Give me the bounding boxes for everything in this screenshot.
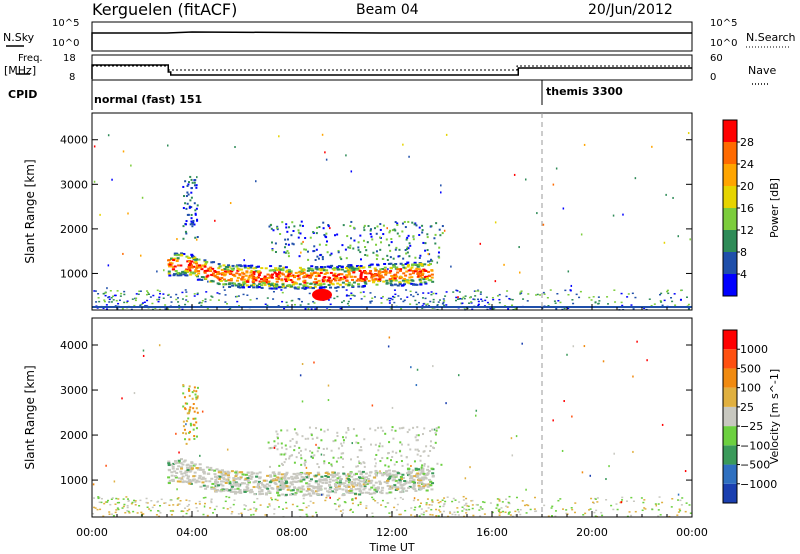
colorbar-segment bbox=[723, 368, 737, 388]
frequency-trace bbox=[91, 64, 692, 79]
x-tick-label: 16:00 bbox=[476, 526, 508, 539]
nsearch-label: N.Search bbox=[746, 31, 796, 44]
colorbar-segment bbox=[723, 120, 737, 142]
x-tick-label: 04:00 bbox=[176, 526, 208, 539]
colorbar-tick-label: 25 bbox=[740, 401, 754, 414]
colorbar-tick-label: 4 bbox=[740, 268, 747, 281]
cpid-mode-1: normal (fast) 151 bbox=[94, 93, 203, 106]
colorbar-segment bbox=[723, 426, 737, 446]
y-axis-label: Slant Range [km] bbox=[23, 365, 37, 469]
station-title: Kerguelen (fitACF) bbox=[92, 0, 238, 19]
colorbar-segment bbox=[723, 349, 737, 369]
cpid-mode-2: themis 3300 bbox=[546, 85, 623, 98]
nsky-tick-bottom: 10^0 bbox=[52, 38, 80, 49]
y-tick-label: 2000 bbox=[60, 223, 88, 236]
nsky-trace bbox=[91, 31, 692, 50]
colorbar-tick-label: 28 bbox=[740, 136, 754, 149]
colorbar-segment bbox=[723, 445, 737, 465]
nave-label: Nave bbox=[748, 64, 777, 77]
beam-title: Beam 04 bbox=[356, 2, 419, 18]
x-tick-label: 00:00 bbox=[76, 526, 108, 539]
freq-tick-bottom: 8 bbox=[69, 72, 76, 83]
colorbar-tick-label: −25 bbox=[740, 420, 763, 433]
nsky-panel-frame bbox=[91, 21, 693, 52]
colorbar-tick-label: −1000 bbox=[740, 478, 777, 491]
colorbar-segment bbox=[723, 230, 737, 252]
colorbar-segment bbox=[723, 330, 737, 350]
colorbar-segment bbox=[723, 406, 737, 427]
y-tick-label: 3000 bbox=[60, 178, 88, 191]
colorbar-tick-label: 500 bbox=[740, 362, 761, 375]
x-tick-label: 00:00 bbox=[676, 526, 708, 539]
y-tick-label: 4000 bbox=[60, 134, 88, 147]
y-axis-label: Slant Range [km] bbox=[23, 159, 37, 263]
colorbar-tick-label: 24 bbox=[740, 158, 754, 171]
colorbar-label: Velocity [m s^-1] bbox=[768, 369, 781, 464]
y-tick-label: 2000 bbox=[60, 429, 88, 442]
colorbar-tick-label: 16 bbox=[740, 202, 754, 215]
colorbar-segment bbox=[723, 483, 737, 503]
colorbar-segment bbox=[723, 186, 737, 208]
y-tick-label: 4000 bbox=[60, 339, 88, 352]
freq-label-1: Freq. bbox=[18, 53, 43, 64]
colorbar-tick-label: −100 bbox=[740, 439, 770, 452]
colorbar-segment bbox=[723, 387, 737, 407]
nsky-tick-top: 10^5 bbox=[52, 18, 80, 29]
nave-tick-bottom: 0 bbox=[710, 72, 717, 83]
y-tick-label: 1000 bbox=[60, 267, 88, 280]
x-tick-label: 08:00 bbox=[276, 526, 308, 539]
date-title: 20/Jun/2012 bbox=[588, 2, 673, 18]
nsearch-tick-bottom: 10^0 bbox=[710, 38, 738, 49]
colorbar-segment bbox=[723, 274, 737, 296]
colorbar-segment bbox=[723, 464, 737, 484]
colorbar-label: Power [dB] bbox=[768, 178, 781, 238]
y-tick-label: 1000 bbox=[60, 474, 88, 487]
sporadic-e-patch bbox=[312, 288, 332, 301]
freq-tick-top: 18 bbox=[63, 53, 76, 64]
colorbar-segment bbox=[723, 208, 737, 230]
colorbar-tick-label: −500 bbox=[740, 459, 770, 472]
cpid-label: CPID bbox=[8, 88, 38, 101]
colorbar-tick-label: 1000 bbox=[740, 343, 768, 356]
colorbar-tick-label: 12 bbox=[740, 224, 754, 237]
nave-tick-top: 60 bbox=[710, 53, 723, 64]
velocity-scatter bbox=[92, 336, 692, 518]
x-tick-label: 12:00 bbox=[376, 526, 408, 539]
colorbar-tick-label: 20 bbox=[740, 180, 754, 193]
nsky-label: N.Sky bbox=[3, 31, 35, 44]
colorbar-tick-label: 8 bbox=[740, 246, 747, 259]
x-tick-label: 20:00 bbox=[576, 526, 608, 539]
nsearch-tick-top: 10^5 bbox=[710, 18, 738, 29]
colorbar-segment bbox=[723, 252, 737, 274]
colorbar-frame bbox=[722, 329, 738, 504]
x-axis-label: Time UT bbox=[368, 541, 414, 554]
colorbar-segment bbox=[723, 142, 737, 164]
colorbar-segment bbox=[723, 164, 737, 186]
y-tick-label: 3000 bbox=[60, 384, 88, 397]
colorbar-tick-label: 100 bbox=[740, 382, 761, 395]
power-scatter bbox=[92, 132, 692, 311]
